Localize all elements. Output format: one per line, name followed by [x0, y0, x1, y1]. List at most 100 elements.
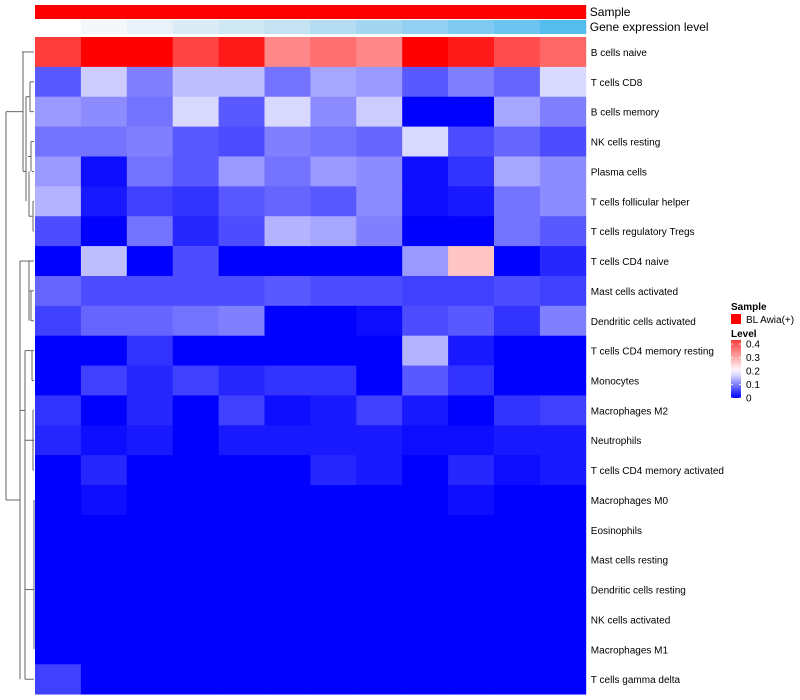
legend: Sample BL Awia(+) Level 0.4 0.3 0.2 0.1 0 [731, 302, 794, 405]
annotation-label: Gene expression level [590, 20, 709, 34]
heatmap-cell [310, 664, 357, 695]
heatmap-cell [356, 604, 403, 635]
row-label: T cells regulatory Tregs [591, 227, 695, 238]
heatmap-cell [126, 664, 174, 695]
heatmap-cell [172, 514, 219, 546]
heatmap-cell [448, 126, 495, 157]
heatmap-cell [80, 425, 128, 456]
heatmap-cell [494, 246, 541, 277]
heatmap-cell [310, 305, 357, 337]
heatmap-cell [218, 634, 265, 665]
heatmap-cell [310, 126, 357, 157]
heatmap-cell [539, 514, 587, 546]
heatmap-cell [80, 514, 128, 546]
heatmap-cell [264, 455, 311, 486]
heatmap-cell [402, 514, 449, 546]
heatmap-cell [80, 574, 128, 605]
heatmap-cell [356, 485, 403, 516]
heatmap-cell [218, 246, 265, 277]
heatmap-cell [35, 156, 82, 187]
heatmap-cell [448, 634, 495, 665]
heatmap-cell [494, 544, 541, 576]
heatmap-cell [172, 604, 219, 635]
annotation-cell [402, 5, 449, 19]
annotation-cell [172, 5, 219, 19]
heatmap-cell [264, 37, 311, 68]
heatmap-cell [172, 216, 219, 247]
legend-level-colorbar [731, 340, 741, 398]
heatmap-cell [494, 66, 541, 98]
heatmap-cell [172, 66, 219, 98]
heatmap-cell [126, 126, 174, 157]
heatmap-cell [402, 335, 449, 366]
heatmap-cell [264, 574, 311, 605]
legend-sample-label: BL Awia(+) [746, 315, 794, 326]
annotation-cell [35, 5, 82, 19]
heatmap-cell [539, 305, 587, 337]
heatmap-cell [126, 275, 174, 307]
heatmap-cell [494, 634, 541, 665]
heatmap-cell [264, 305, 311, 337]
heatmap-cell [126, 216, 174, 247]
row-label: T cells gamma delta [591, 675, 681, 686]
heatmap-cell [126, 305, 174, 337]
heatmap-cell [218, 335, 265, 366]
heatmap-cell [35, 455, 82, 486]
heatmap-cell [356, 186, 403, 217]
heatmap-cell [264, 604, 311, 635]
heatmap-cell [494, 305, 541, 337]
heatmap-cell [218, 66, 265, 98]
heatmap-cell [539, 186, 587, 217]
heatmap-cell [218, 216, 265, 247]
heatmap-cell [356, 514, 403, 546]
heatmap-cell [448, 186, 495, 217]
heatmap-cell [448, 485, 495, 516]
annotation-cell [80, 5, 128, 19]
heatmap-cell [172, 544, 219, 576]
legend-level-ticks: 0.4 0.3 0.2 0.1 0 [731, 340, 760, 405]
row-label: Neutrophils [591, 436, 642, 447]
row-label: Dendritic cells resting [591, 586, 686, 597]
heatmap-cell [35, 485, 82, 516]
heatmap-cell [35, 37, 82, 68]
heatmap-cell [539, 455, 587, 486]
heatmap-cell [539, 365, 587, 396]
heatmap-cell [494, 395, 541, 426]
heatmap-cell [80, 395, 128, 426]
heatmap-cell [448, 275, 495, 307]
heatmap-cell [35, 514, 82, 546]
heatmap-cells [35, 37, 587, 695]
heatmap-cell [218, 455, 265, 486]
row-dendrogram [5, 51, 35, 680]
heatmap-cell [310, 186, 357, 217]
annotation-cell [494, 20, 541, 34]
annotation-cell [539, 5, 587, 19]
heatmap-cell [80, 156, 128, 187]
heatmap-cell [448, 395, 495, 426]
heatmap-cell [80, 37, 128, 68]
heatmap-cell [310, 66, 357, 98]
heatmap-cell [539, 634, 587, 665]
heatmap-cell [310, 574, 357, 605]
heatmap-cell [126, 574, 174, 605]
heatmap-cell [80, 365, 128, 396]
heatmap-cell [264, 335, 311, 366]
heatmap-cell [448, 66, 495, 98]
heatmap-cell [264, 544, 311, 576]
heatmap-cell [126, 455, 174, 486]
heatmap-cell [80, 186, 128, 217]
heatmap-cell [218, 604, 265, 635]
annotation-cell [494, 5, 541, 19]
heatmap-cell [126, 156, 174, 187]
heatmap-cell [539, 216, 587, 247]
heatmap-cell [356, 96, 403, 128]
heatmap-cell [264, 216, 311, 247]
heatmap-cell [494, 485, 541, 516]
heatmap-cell [80, 664, 128, 695]
heatmap-cell [80, 305, 128, 337]
heatmap-cell [35, 664, 82, 695]
heatmap-cell [356, 126, 403, 157]
row-label: T cells CD8 [591, 78, 643, 89]
heatmap-cell [448, 574, 495, 605]
